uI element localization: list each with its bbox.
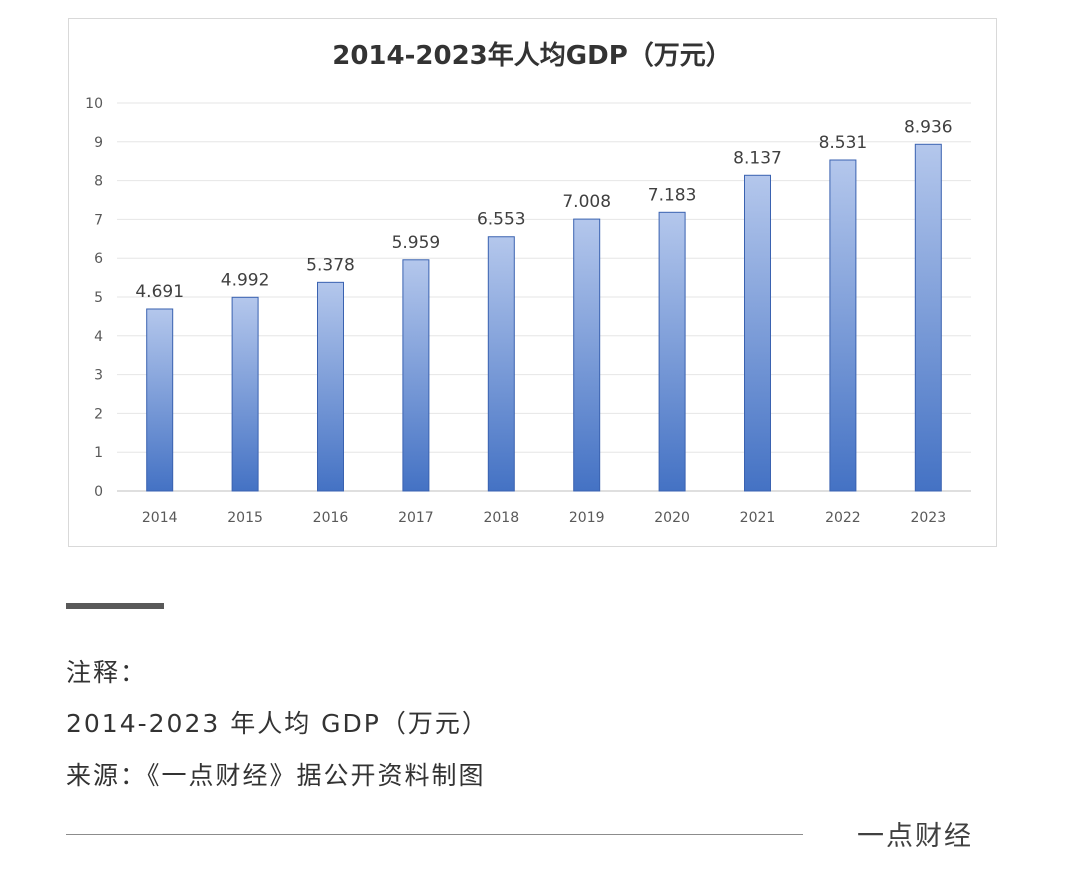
data-label-2015: 4.992: [221, 270, 270, 290]
bar-2021: [744, 174, 771, 492]
footer-brand: 一点财经: [857, 821, 973, 852]
bar-2023: [914, 143, 942, 492]
bar-2018: [487, 236, 515, 492]
x-tick-label-2018: 2018: [483, 510, 519, 526]
x-tick-label-2014: 2014: [142, 510, 178, 526]
note-source: 来源：《一点财经》据公开资料制图: [66, 761, 486, 790]
bar-2020: [658, 211, 686, 492]
accent-rule: [66, 603, 164, 609]
data-label-2020: 7.183: [648, 185, 697, 205]
y-tick-label: 2: [94, 406, 103, 422]
bar-2014: [146, 308, 174, 492]
bar-2017: [402, 259, 430, 492]
bar-2019: [573, 218, 601, 492]
y-tick-label: 8: [94, 174, 103, 190]
y-tick-label: 7: [94, 212, 103, 228]
gridlines: [117, 102, 971, 492]
data-label-2016: 5.378: [306, 255, 355, 275]
bar-2022: [829, 159, 857, 492]
note-chart-title: 2014-2023 年人均 GDP（万元）: [66, 709, 489, 738]
x-tick-label-2015: 2015: [227, 510, 263, 526]
data-label-2017: 5.959: [392, 233, 441, 253]
bars: [146, 143, 942, 492]
x-tick-label-2022: 2022: [825, 510, 861, 526]
x-tick-label-2020: 2020: [654, 510, 690, 526]
y-tick-label: 1: [94, 445, 103, 461]
chart-title: 2014-2023年人均GDP（万元）: [332, 40, 732, 71]
note-heading: 注释：: [66, 658, 148, 687]
y-tick-label: 4: [94, 329, 103, 345]
x-tick-label-2021: 2021: [740, 510, 776, 526]
y-tick-label: 0: [94, 484, 103, 500]
chart-frame: 2014-2023年人均GDP（万元） 0 1 2 3 4 5 6 7 8 9 10 4.691 4.…: [68, 18, 997, 547]
footer-rule: [66, 834, 803, 835]
x-tick-label-2019: 2019: [569, 510, 605, 526]
bar-2016: [317, 281, 344, 492]
data-label-2018: 6.553: [477, 210, 526, 230]
y-tick-label: 6: [94, 251, 103, 267]
data-label-2022: 8.531: [819, 133, 868, 153]
y-tick-label: 10: [85, 96, 103, 112]
y-tick-label: 9: [94, 135, 103, 151]
data-label-2023: 8.936: [904, 117, 953, 137]
data-labels: 4.691 4.992 5.378 5.959 6.553 7.008 7.183 8.137…: [135, 117, 952, 302]
x-axis-ticks: 2014 2015 2016 2017 2018 2019 2020 2021 2022 2023: [142, 510, 946, 526]
data-label-2014: 4.691: [135, 282, 184, 302]
x-tick-label-2016: 2016: [313, 510, 349, 526]
y-tick-label: 3: [94, 368, 103, 384]
data-label-2019: 7.008: [562, 192, 611, 212]
y-axis-ticks: 0 1 2 3 4 5 6 7 8 9 10: [85, 96, 103, 500]
bar-2015: [231, 296, 259, 492]
x-tick-label-2017: 2017: [398, 510, 434, 526]
x-tick-label-2023: 2023: [910, 510, 946, 526]
y-tick-label: 5: [94, 290, 103, 306]
data-label-2021: 8.137: [733, 148, 782, 168]
